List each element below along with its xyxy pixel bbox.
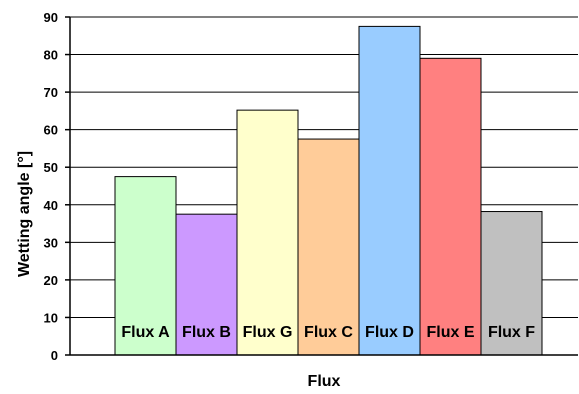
y-tick-label: 90 [44, 10, 58, 25]
y-axis-title: Wetting angle [°] [16, 151, 33, 277]
bars [114, 25, 543, 356]
bar-labels: Flux A Flux B Flux G Flux C Flux D Flux E Flux… [121, 324, 535, 341]
bar [419, 57, 482, 356]
bar [358, 25, 421, 356]
y-tick-label: 10 [44, 310, 58, 325]
bar-category-label: Flux G [243, 324, 293, 341]
y-ticks: 0 10 20 30 40 50 60 70 80 90 [44, 10, 70, 363]
y-tick-label: 70 [44, 85, 58, 100]
bar-category-label: Flux D [365, 324, 414, 341]
y-tick-label: 30 [44, 235, 58, 250]
bar [236, 109, 299, 356]
bar-category-label: Flux B [182, 324, 231, 341]
y-tick-label: 80 [44, 48, 58, 63]
bar-category-label: Flux E [426, 324, 474, 341]
y-tick-label: 60 [44, 123, 58, 138]
bar-category-label: Flux A [121, 324, 170, 341]
y-tick-label: 40 [44, 198, 58, 213]
y-tick-label: 0 [51, 348, 58, 363]
x-axis-title: Flux [308, 373, 341, 390]
bar [297, 138, 360, 356]
axes [69, 17, 578, 356]
bar-category-label: Flux F [488, 324, 535, 341]
bar-category-label: Flux C [304, 324, 353, 341]
y-tick-label: 50 [44, 160, 58, 175]
y-tick-label: 20 [44, 273, 58, 288]
